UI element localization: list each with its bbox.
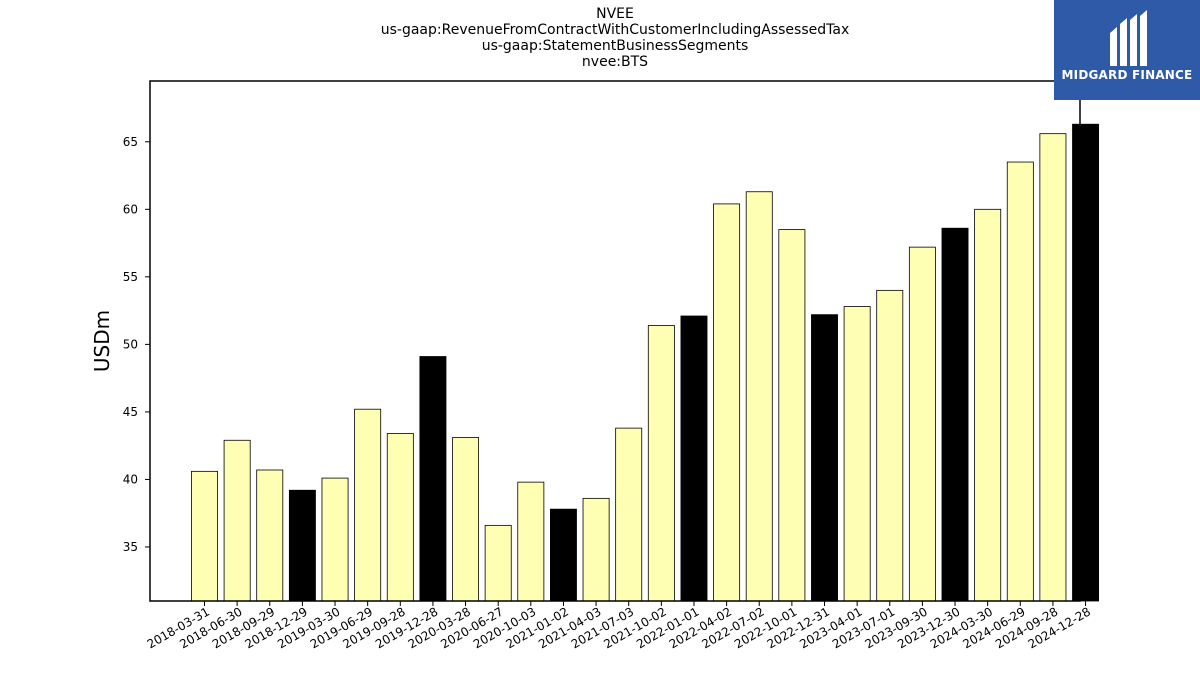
bar-2018-03-31 — [191, 470, 218, 602]
midgard-logo-icon — [1054, 0, 1200, 100]
chart-title: NVEE us-gaap:RevenueFromContractWithCust… — [150, 6, 1080, 70]
bar-2023-04-01 — [843, 306, 871, 602]
bar-2018-06-30 — [223, 439, 251, 602]
bar-2018-09-29 — [256, 469, 284, 602]
bar-2021-07-03 — [615, 427, 643, 602]
midgard-finance-logo: MIDGARD FINANCE — [1054, 0, 1200, 100]
bar-2021-04-03 — [582, 497, 610, 602]
title-line-axis: us-gaap:StatementBusinessSegments — [481, 38, 749, 54]
x-axis: 2018-03-312018-06-302018-09-292018-12-29… — [145, 601, 1093, 651]
bar-2019-06-29 — [354, 408, 382, 602]
y-tick-label: 40 — [123, 472, 138, 486]
bar-2024-03-30 — [974, 208, 1002, 602]
y-axis-label: USDm — [90, 310, 114, 372]
y-tick-label: 45 — [123, 405, 138, 419]
bar-2020-06-27 — [484, 524, 512, 602]
bar-2018-12-29 — [288, 489, 316, 602]
bar-2019-12-28 — [419, 356, 447, 602]
bar-2022-01-01 — [680, 315, 708, 602]
bar-2024-09-28 — [1039, 133, 1067, 602]
logo-text: MIDGARD FINANCE — [1061, 68, 1193, 82]
bar-2022-10-01 — [778, 229, 806, 602]
y-tick-label: 60 — [123, 202, 138, 216]
title-line-ticker: NVEE — [596, 6, 634, 22]
y-tick-label: 35 — [123, 540, 138, 554]
bar-2023-07-01 — [876, 289, 904, 602]
bar-2024-12-28 — [1072, 123, 1100, 602]
bar-2021-10-02 — [647, 325, 675, 602]
bar-2019-03-30 — [321, 477, 349, 602]
y-axis: 35 40 45 50 55 60 65 — [123, 135, 150, 554]
bar-2022-12-31 — [811, 314, 838, 602]
bar-2020-03-28 — [452, 437, 480, 602]
bars-group — [191, 123, 1100, 602]
bar-2022-07-02 — [745, 191, 773, 602]
bar-2024-06-29 — [1006, 161, 1034, 602]
title-line-member: nvee:BTS — [581, 54, 649, 70]
bar-2023-09-30 — [908, 246, 936, 602]
title-line-concept: us-gaap:RevenueFromContractWithCustomerI… — [380, 22, 850, 38]
plot-frame — [149, 80, 1081, 602]
y-tick-label: 65 — [123, 135, 138, 149]
bar-2021-01-02 — [549, 508, 577, 602]
bar-2023-12-30 — [941, 227, 969, 602]
bar-2019-09-28 — [386, 433, 414, 602]
y-tick-label: 55 — [123, 270, 138, 284]
bar-2020-10-03 — [517, 481, 545, 602]
y-tick-label: 50 — [123, 337, 138, 351]
bar-2022-04-02 — [713, 203, 741, 602]
